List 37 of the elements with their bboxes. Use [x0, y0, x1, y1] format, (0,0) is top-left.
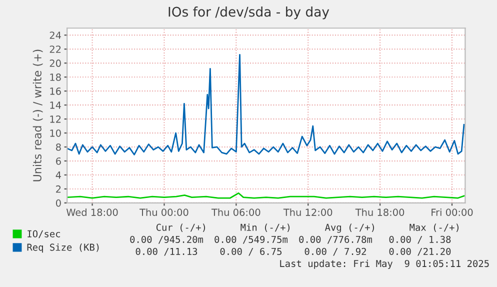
x-tick-label: Thu 12:00: [283, 208, 332, 216]
y-axis-title: Units read (-) / write (+): [32, 50, 43, 182]
x-tick-label: Thu 06:00: [211, 208, 260, 216]
y-tick-label: 4: [56, 172, 61, 179]
text: 0.00 / 6.75: [220, 248, 282, 256]
x-tick-label: Wed 18:00: [66, 208, 118, 216]
y-tick-label: 16: [50, 88, 61, 95]
y-tick-label: 2: [56, 185, 61, 193]
y-tick-label: 20: [50, 60, 61, 67]
text: Cur (-/+): [156, 224, 206, 232]
text: 0.00 / 1.38: [389, 236, 451, 244]
y-tick-label: 0: [56, 199, 61, 207]
y-tick-label: 24: [50, 32, 61, 39]
line-series: [67, 54, 465, 156]
y-tick-label: 18: [50, 74, 61, 81]
text: 0.00 /776.78m: [299, 236, 372, 244]
text: 0.00 /21.20: [389, 248, 451, 256]
text: Max (-/+): [410, 224, 458, 232]
text: 0.00 /549.75m: [214, 236, 288, 244]
y-tick-label: 8: [56, 143, 61, 151]
y-tick-label: 6: [56, 157, 61, 165]
y-tick-label: 22: [50, 46, 61, 53]
text: Last update: Fri May 9 01:05:11 2025: [280, 260, 489, 269]
text: 0.00 /945.20m: [130, 236, 204, 244]
chart-title: IOs for /dev/sda - by day: [168, 6, 330, 20]
text: 0.00 /11.13: [136, 248, 198, 256]
y-tick-label: 10: [50, 129, 61, 137]
y-tick-label: 14: [50, 102, 61, 109]
x-tick-label: Thu 18:00: [355, 208, 404, 216]
legend-label: Req Size (KB): [27, 244, 99, 253]
legend-label: IO/sec: [28, 230, 60, 238]
text: Min (-/+): [240, 224, 290, 232]
x-tick-label: Thu 00:00: [140, 208, 188, 216]
text: 0.00 / 7.92: [304, 248, 366, 256]
text: Avg (-/+): [324, 224, 374, 233]
x-tick-label: Fri 00:00: [432, 208, 473, 216]
y-tick-label: 12: [50, 115, 61, 123]
